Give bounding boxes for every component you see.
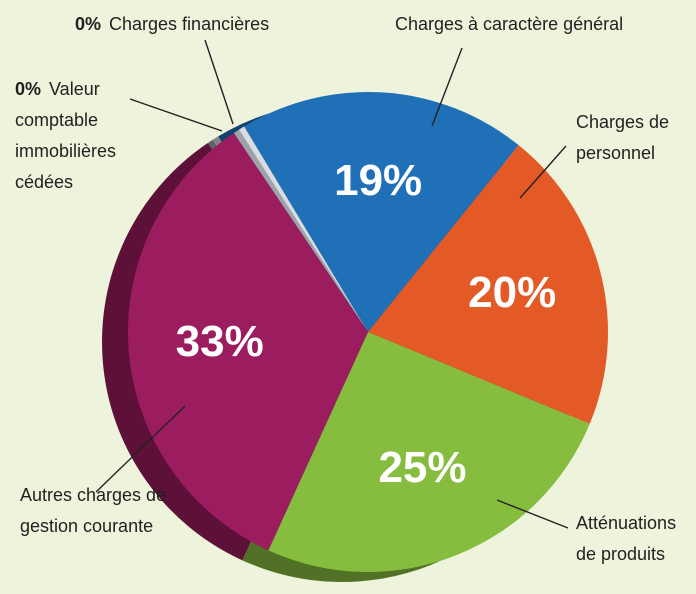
category-label: Valeur comptable immobilières cédées xyxy=(15,79,117,192)
category-label: Charges à caractère général xyxy=(395,14,624,34)
slice xyxy=(268,332,590,572)
value-label: 20% xyxy=(468,268,556,317)
value-label: 33% xyxy=(176,317,264,366)
leader-line xyxy=(519,145,567,199)
leader-line xyxy=(204,39,234,125)
pie-slices: 19% 20% 25% 33% xyxy=(127,92,609,572)
slice xyxy=(368,145,609,424)
leader-line xyxy=(129,98,223,132)
value-label: 0% xyxy=(75,14,102,34)
value-label: 0% xyxy=(15,79,42,99)
category-label: Autres charges de gestion courante xyxy=(20,485,167,536)
slice xyxy=(127,133,368,551)
value-label: 19% xyxy=(334,156,422,205)
leader-line xyxy=(95,405,186,493)
slice xyxy=(238,126,368,332)
category-label: Charges financières xyxy=(109,14,270,34)
category-label: Charges de personnel xyxy=(576,112,670,163)
value-label: 25% xyxy=(378,443,466,492)
slice xyxy=(233,129,368,332)
slice-label: 0% Charges financières xyxy=(75,9,269,40)
leader-line xyxy=(431,47,463,127)
slice xyxy=(244,92,519,333)
slice-label: 0% Valeur comptable immobilières cédées xyxy=(15,74,143,198)
leader-line xyxy=(496,499,569,529)
category-label: Atténuations de produits xyxy=(576,513,677,564)
